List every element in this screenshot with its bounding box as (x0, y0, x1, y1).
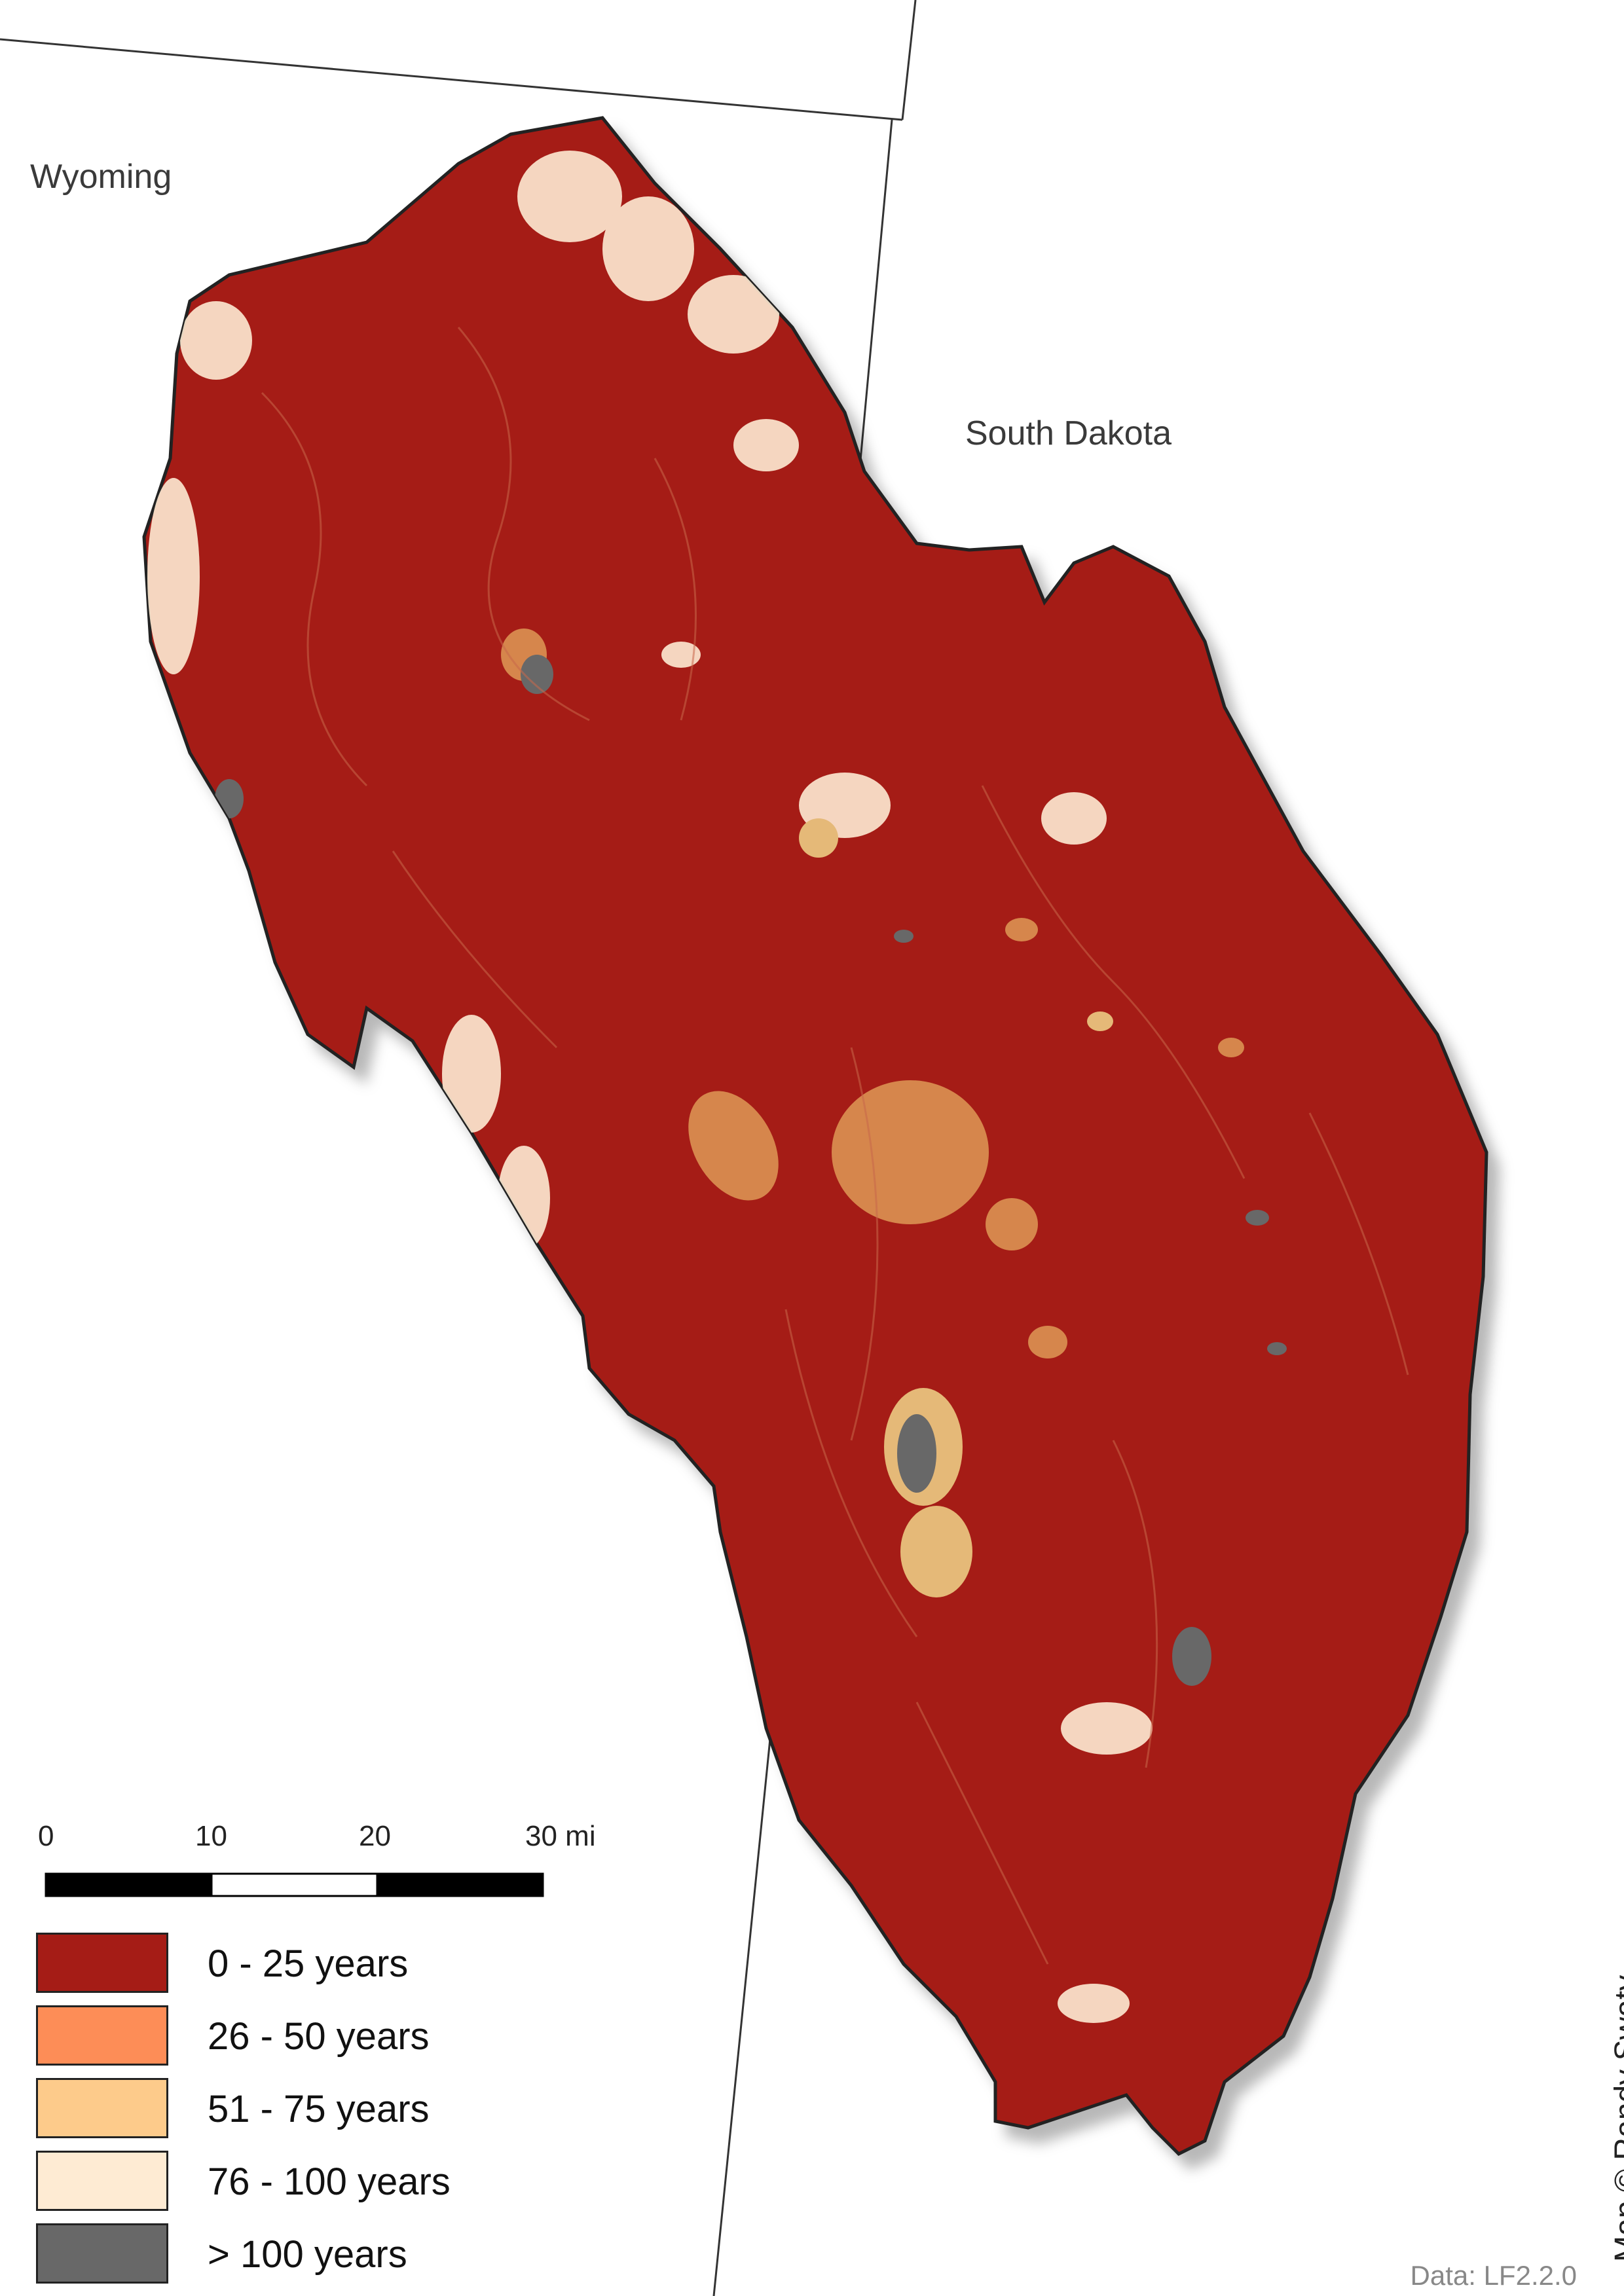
data-source-label: Data: LF2.2.0 (1410, 2260, 1577, 2291)
legend-item: 51 - 75 years (36, 2078, 534, 2138)
legend-item: 0 - 25 years (36, 1933, 534, 1993)
legend-swatch (36, 2223, 168, 2284)
study-area (142, 116, 1488, 2157)
scale-bar-segment (376, 1872, 544, 1897)
legend-swatch (36, 1933, 168, 1993)
scale-tick-label: 10 (195, 1820, 227, 1852)
wyoming-label: Wyoming (30, 158, 172, 196)
legend-swatch (36, 2151, 168, 2211)
study-area-shape (142, 116, 1488, 2157)
legend-label: 0 - 25 years (208, 1942, 409, 1985)
scale-tick-label: 30 mi (525, 1820, 596, 1852)
scale-tick-label: 0 (38, 1820, 54, 1852)
scale-tick-label: 20 (359, 1820, 391, 1852)
legend-label: 51 - 75 years (208, 2088, 430, 2130)
wyoming-east-border-line (901, 0, 917, 120)
scale-bar-segment (210, 1872, 378, 1897)
legend-item: 76 - 100 years (36, 2151, 534, 2211)
legend-item: 26 - 50 years (36, 2005, 534, 2066)
legend-label: 76 - 100 years (208, 2160, 451, 2203)
legend-item: > 100 years (36, 2223, 534, 2284)
legend-label: 26 - 50 years (208, 2015, 430, 2058)
patches-76-100 (147, 151, 1153, 2023)
drainage-texture (261, 327, 1409, 1965)
legend-label: > 100 years (208, 2233, 407, 2276)
scale-bar (45, 1872, 544, 1897)
class-patches (147, 151, 1409, 2023)
map-credit: Map © Randy Swaty (1609, 1975, 1624, 2262)
patches-26-50 (501, 629, 1244, 1358)
legend-swatch (36, 2005, 168, 2066)
south-dakota-label: South Dakota (965, 414, 1172, 452)
scale-bar-segment (45, 1872, 213, 1897)
wyoming-north-border-line (0, 38, 903, 121)
legend-swatch (36, 2078, 168, 2138)
